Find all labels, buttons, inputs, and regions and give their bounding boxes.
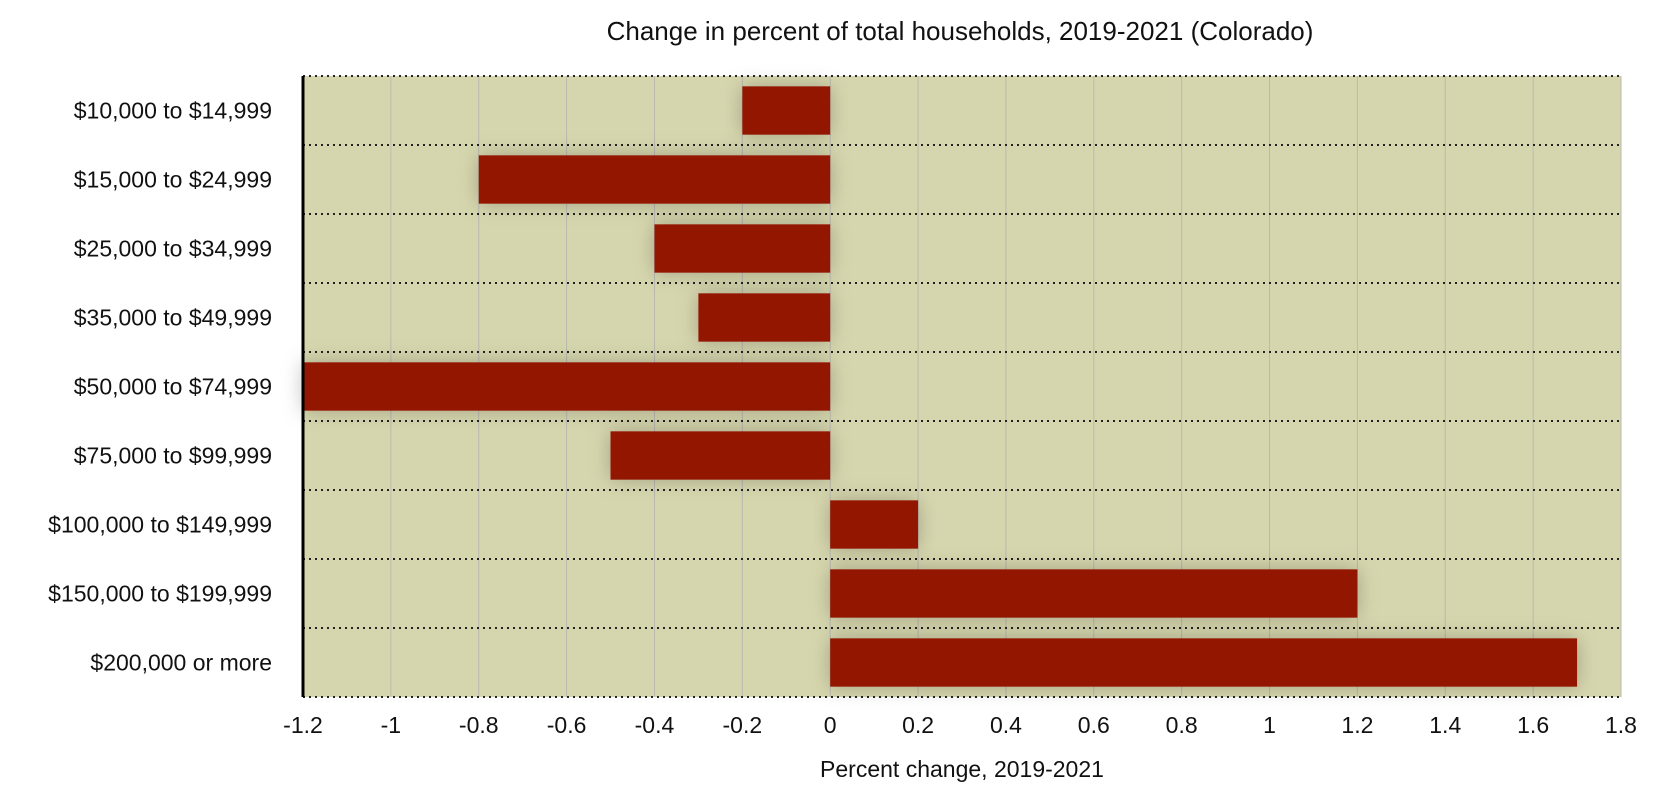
x-tick-label: -0.6 bbox=[547, 712, 587, 738]
y-tick-label: $100,000 to $149,999 bbox=[48, 512, 272, 538]
x-tick-label: 1.2 bbox=[1341, 712, 1373, 738]
x-tick-label: 1.6 bbox=[1517, 712, 1549, 738]
row-separators bbox=[303, 75, 1621, 698]
chart-title: Change in percent of total households, 2… bbox=[607, 16, 1314, 46]
y-tick-label: $15,000 to $24,999 bbox=[74, 167, 272, 193]
bar bbox=[610, 431, 831, 480]
bar bbox=[698, 293, 831, 342]
x-tick-label: -0.2 bbox=[723, 712, 763, 738]
x-tick-label: 0.8 bbox=[1166, 712, 1198, 738]
y-tick-label: $25,000 to $34,999 bbox=[74, 236, 272, 262]
x-tick-labels: -1.2 -1 -0.8 -0.6 -0.4 -0.2 0 0.2 0.4 0.6 0.8 1 1.2 1… bbox=[283, 712, 1637, 738]
x-tick-label: -1 bbox=[381, 712, 401, 738]
x-tick-label: 0 bbox=[824, 712, 837, 738]
x-tick-label: 1.8 bbox=[1605, 712, 1637, 738]
y-tick-label: $200,000 or more bbox=[90, 650, 272, 676]
x-tick-label: 0.2 bbox=[902, 712, 934, 738]
y-tick-label: $35,000 to $49,999 bbox=[74, 305, 272, 331]
y-tick-labels: $10,000 to $14,999 $15,000 to $24,999 $25,… bbox=[48, 98, 272, 676]
x-tick-label: -1.2 bbox=[283, 712, 323, 738]
bar bbox=[654, 224, 831, 273]
bar bbox=[830, 638, 1578, 687]
y-tick-label: $150,000 to $199,999 bbox=[48, 581, 272, 607]
bar bbox=[478, 155, 831, 204]
y-tick-label: $75,000 to $99,999 bbox=[74, 443, 272, 469]
x-tick-label: -0.8 bbox=[459, 712, 499, 738]
x-tick-label: 1 bbox=[1263, 712, 1276, 738]
y-tick-label: $10,000 to $14,999 bbox=[74, 98, 272, 124]
bar bbox=[303, 362, 831, 411]
x-tick-label: 0.4 bbox=[990, 712, 1022, 738]
bars bbox=[303, 86, 1578, 687]
bar bbox=[830, 569, 1358, 618]
y-tick-label: $50,000 to $74,999 bbox=[74, 374, 272, 400]
bar bbox=[830, 500, 919, 549]
x-tick-label: 1.4 bbox=[1429, 712, 1461, 738]
bar bbox=[742, 86, 831, 135]
x-tick-label: 0.6 bbox=[1078, 712, 1110, 738]
x-tick-label: -0.4 bbox=[635, 712, 675, 738]
x-axis-title: Percent change, 2019-2021 bbox=[820, 756, 1104, 782]
